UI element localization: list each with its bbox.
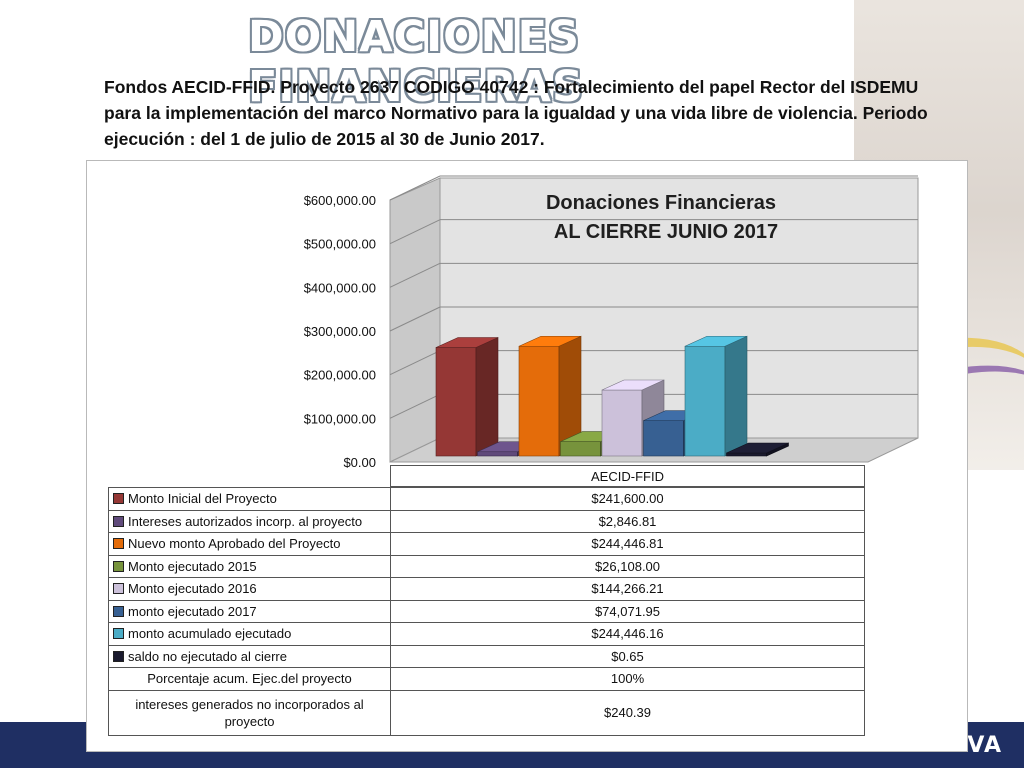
y-axis-ticks: $600,000.00 $500,000.00 $400,000.00 $300,00…	[304, 193, 376, 470]
bar-front	[601, 389, 643, 457]
data-table: Monto Inicial del Proyecto $241,600.00 Int…	[108, 487, 865, 736]
bar-top	[518, 335, 582, 347]
legend-label: monto ejecutado 2017	[128, 603, 257, 619]
y-tick-label: $0.00	[343, 455, 376, 470]
legend-cell: Intereses autorizados incorp. al proyect…	[108, 509, 391, 533]
legend-label: Monto ejecutado 2016	[128, 581, 257, 597]
bar-top	[726, 442, 789, 454]
table-row: Nuevo monto Aprobado del Proyecto $244,44…	[108, 532, 865, 556]
legend-swatch	[113, 560, 124, 572]
bar	[518, 335, 582, 457]
legend-cell: monto acumulado ejecutado	[108, 622, 391, 646]
data-label: $26,108.00	[390, 554, 865, 578]
page-subtitle: Fondos AECID-FFID. Proyecto 2637 CODIGO …	[104, 77, 928, 149]
bar-front	[518, 345, 560, 457]
legend-label: Nuevo monto Aprobado del Proyecto	[128, 536, 341, 552]
legend-swatch	[113, 583, 124, 595]
gridline	[389, 393, 441, 419]
table-row: monto acumulado ejecutado $244,446.16	[108, 622, 865, 646]
table-row: Monto Inicial del Proyecto $241,600.00	[108, 487, 865, 511]
legend-cell: Monto ejecutado 2016	[108, 577, 391, 601]
table-row: saldo no ejecutado al cierre $0.65	[108, 644, 865, 668]
data-label: $0.65	[390, 644, 865, 668]
summary-label: intereses generados no incorporados al p…	[108, 689, 391, 736]
legend-label: Monto Inicial del Proyecto	[128, 491, 277, 507]
table-row: Monto ejecutado 2016 $144,266.21	[108, 577, 865, 601]
y-tick-label: $300,000.00	[304, 324, 376, 339]
x-category-label: AECID-FFID	[390, 465, 865, 487]
bar-front	[726, 452, 767, 457]
y-tick-label: $400,000.00	[304, 280, 376, 295]
gridline	[389, 219, 441, 245]
bar-front	[643, 420, 684, 457]
legend-swatch	[113, 538, 124, 550]
bar-top	[684, 335, 748, 347]
legend-swatch	[113, 493, 124, 505]
bar-side	[724, 335, 748, 457]
gridlines	[389, 175, 918, 419]
table-row: Monto ejecutado 2015 $26,108.00	[108, 554, 865, 578]
legend-swatch	[113, 628, 124, 640]
page-title: DONACIONES FINANCIERAS	[248, 12, 584, 112]
bar-top	[601, 379, 665, 391]
bar	[684, 335, 748, 457]
table-row: Intereses autorizados incorp. al proyect…	[108, 509, 865, 533]
chart-back-wall	[439, 177, 919, 439]
chart-title-line2: AL CIERRE JUNIO 2017	[554, 221, 778, 243]
bar-front	[435, 347, 477, 457]
bars	[435, 335, 789, 457]
legend-cell: Monto ejecutado 2015	[108, 554, 391, 578]
chart-side-wall	[389, 177, 441, 463]
data-label: $144,266.21	[390, 577, 865, 601]
y-tick-label: $500,000.00	[304, 237, 376, 252]
legend-cell: Monto Inicial del Proyecto	[108, 487, 391, 511]
table-row: intereses generados no incorporados al p…	[108, 689, 865, 736]
gridline	[389, 262, 441, 288]
data-label: $241,600.00	[390, 487, 865, 511]
y-tick-label: $200,000.00	[304, 368, 376, 383]
bar	[435, 337, 499, 457]
bar-front	[477, 451, 518, 457]
chart-title-line1: Donaciones Financieras	[546, 192, 776, 214]
legend-swatch	[113, 605, 124, 617]
summary-value: 100%	[390, 667, 865, 691]
legend-cell: Nuevo monto Aprobado del Proyecto	[108, 532, 391, 556]
table-row: Porcentaje acum. Ejec.del proyecto 100%	[108, 667, 865, 691]
legend-label: monto acumulado ejecutado	[128, 626, 292, 642]
data-label: $2,846.81	[390, 509, 865, 533]
bar	[726, 442, 789, 457]
gridline	[389, 350, 441, 376]
gridline	[389, 175, 441, 201]
y-tick-label: $100,000.00	[304, 411, 376, 426]
data-label: $244,446.81	[390, 532, 865, 556]
legend-label: Monto ejecutado 2015	[128, 558, 257, 574]
legend-swatch	[113, 650, 124, 662]
bar-front	[684, 345, 726, 457]
data-label: $244,446.16	[390, 622, 865, 646]
legend-cell: saldo no ejecutado al cierre	[108, 644, 391, 668]
table-row: monto ejecutado 2017 $74,071.95	[108, 599, 865, 623]
bar-top	[435, 337, 499, 348]
summary-label: Porcentaje acum. Ejec.del proyecto	[108, 667, 391, 691]
bar-front	[560, 441, 601, 457]
data-label: $74,071.95	[390, 599, 865, 623]
gridline	[389, 306, 441, 332]
bar-side	[475, 337, 499, 457]
legend-swatch	[113, 515, 124, 527]
legend-label: saldo no ejecutado al cierre	[128, 648, 287, 664]
summary-value: $240.39	[390, 689, 865, 736]
legend-label: Intereses autorizados incorp. al proyect…	[128, 513, 363, 529]
y-tick-label: $600,000.00	[304, 193, 376, 208]
legend-cell: monto ejecutado 2017	[108, 599, 391, 623]
